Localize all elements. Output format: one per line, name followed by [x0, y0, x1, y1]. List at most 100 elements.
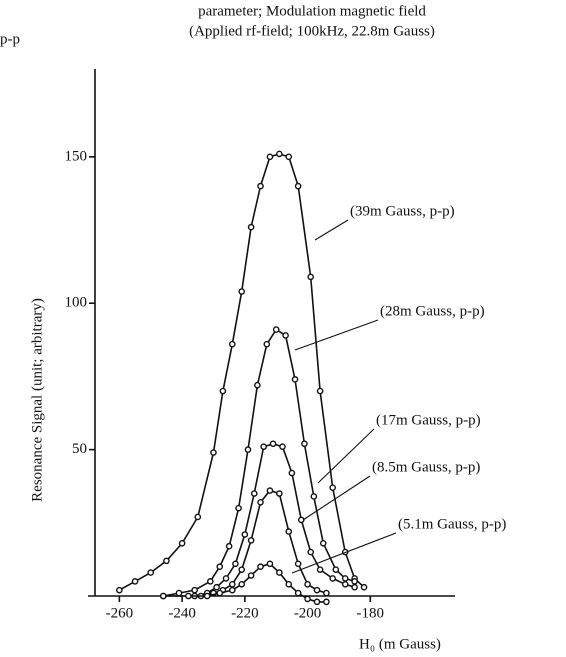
x-tick-label: -220	[231, 605, 259, 621]
data-point	[216, 563, 224, 571]
data-point	[159, 592, 167, 600]
data-point	[225, 542, 233, 550]
chart-title: parameter; Modulation magnetic field	[198, 3, 426, 19]
leader-line	[291, 532, 397, 574]
x-tick-label: -260	[106, 605, 134, 621]
data-point	[247, 223, 255, 231]
data-point	[241, 531, 249, 538]
data-point	[291, 376, 299, 383]
y-tick-label: 100	[65, 295, 88, 311]
data-point	[319, 540, 327, 547]
leader-line	[317, 428, 375, 484]
data-point	[313, 598, 321, 606]
data-point	[238, 580, 246, 588]
data-point	[116, 586, 123, 594]
data-point	[301, 440, 308, 448]
data-point	[329, 575, 336, 582]
leader-line	[294, 319, 379, 351]
data-point	[272, 326, 280, 333]
data-point	[238, 566, 246, 573]
data-point	[210, 449, 217, 456]
x-tick-label: -200	[294, 605, 322, 621]
data-point	[323, 598, 330, 606]
data-point	[276, 569, 283, 576]
data-point	[266, 153, 274, 161]
data-point	[247, 537, 255, 544]
data-point	[329, 484, 336, 491]
data-point	[247, 572, 255, 579]
data-point	[332, 566, 340, 573]
data-point	[228, 580, 236, 588]
legend-label: (39m Gauss, p-p)	[350, 203, 455, 219]
data-point	[257, 563, 264, 571]
data-point	[316, 566, 324, 573]
corner-label: p-p	[0, 31, 20, 47]
data-point	[279, 443, 286, 450]
data-point	[131, 578, 139, 585]
data-point	[266, 560, 274, 568]
chart-subtitle: (Applied rf-field; 100kHz, 22.8m Gauss)	[189, 23, 435, 39]
data-point	[310, 493, 318, 500]
data-point	[203, 592, 211, 600]
data-point	[185, 592, 192, 600]
data-point	[216, 589, 224, 597]
data-point	[254, 381, 261, 389]
data-point	[294, 560, 302, 568]
y-tick-label: 150	[65, 148, 88, 164]
data-point	[276, 150, 283, 158]
data-point	[263, 340, 271, 348]
x-axis-label: H₀ (m Gauss)	[359, 636, 441, 652]
data-point	[351, 578, 358, 585]
data-point	[257, 499, 264, 506]
data-point	[228, 340, 236, 348]
data-point	[238, 288, 246, 295]
leader-line	[302, 475, 371, 521]
data-point	[191, 586, 198, 594]
data-point	[294, 182, 302, 190]
data-point	[341, 575, 349, 582]
data-point	[222, 575, 230, 582]
data-point	[307, 548, 315, 556]
data-point	[269, 440, 277, 448]
data-point	[175, 589, 183, 597]
legend-label: (5.1m Gauss, p-p)	[398, 516, 506, 532]
data-point	[276, 490, 283, 497]
data-point	[163, 557, 170, 565]
data-point	[257, 182, 264, 190]
data-point	[178, 540, 186, 547]
legend-label: (28m Gauss, p-p)	[380, 303, 485, 319]
data-point	[288, 469, 296, 477]
x-tick-label: -180	[357, 605, 385, 621]
data-point	[232, 560, 239, 568]
data-point	[360, 583, 368, 591]
data-point	[323, 589, 330, 597]
data-point	[194, 513, 202, 521]
legend-label: (8.5m Gauss, p-p)	[372, 459, 480, 475]
data-point	[260, 443, 267, 450]
legend-label: (17m Gauss, p-p)	[376, 412, 481, 428]
x-tick-label: -240	[168, 605, 196, 621]
data-point	[294, 589, 302, 597]
data-point	[244, 446, 252, 453]
data-point	[228, 586, 236, 594]
data-point	[351, 583, 358, 591]
data-point	[250, 490, 258, 497]
data-point	[304, 595, 311, 603]
series-line	[163, 328, 355, 597]
data-point	[282, 332, 289, 339]
data-point	[147, 569, 155, 576]
data-point	[266, 487, 274, 494]
data-point	[213, 583, 220, 591]
data-point	[316, 387, 324, 395]
y-tick-label: 50	[72, 441, 87, 457]
leader-line	[314, 219, 349, 241]
data-point	[207, 578, 214, 585]
y-axis-label: Resonance Signal (unit; arbitrary)	[29, 298, 45, 502]
data-point	[285, 153, 293, 161]
data-point	[219, 387, 227, 395]
data-point	[285, 528, 293, 535]
data-point	[304, 580, 311, 588]
data-point	[235, 504, 242, 512]
